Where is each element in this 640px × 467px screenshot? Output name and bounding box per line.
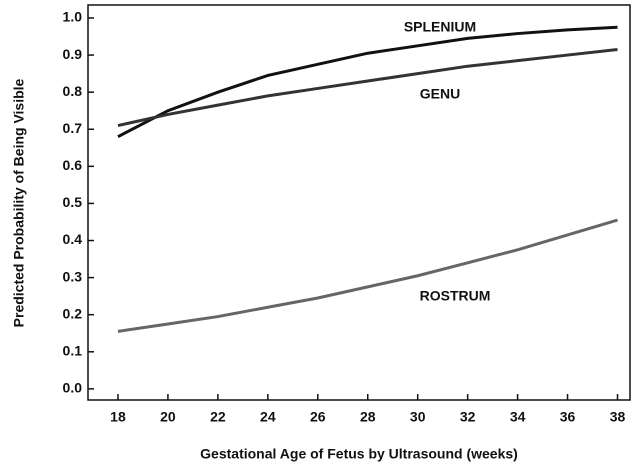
y-tick-label: 0.6 — [63, 157, 83, 173]
x-tick-label: 24 — [260, 409, 276, 425]
y-tick-label: 0.8 — [63, 83, 83, 99]
x-tick-label: 22 — [210, 409, 226, 425]
x-tick-label: 26 — [310, 409, 326, 425]
x-tick-label: 30 — [410, 409, 426, 425]
x-tick-label: 18 — [110, 409, 126, 425]
x-axis-label: Gestational Age of Fetus by Ultrasound (… — [200, 446, 518, 462]
y-tick-label: 0.0 — [63, 380, 83, 396]
y-axis-label: Predicted Probability of Being Visible — [11, 78, 27, 327]
y-tick-label: 0.3 — [63, 268, 83, 284]
series-line — [117, 218, 618, 333]
y-tick-label: 0.2 — [63, 305, 83, 321]
series-line — [117, 25, 618, 138]
series-label: ROSTRUM — [420, 288, 491, 304]
x-tick-label: 38 — [610, 409, 626, 425]
y-tick-label: 0.4 — [63, 231, 83, 247]
y-tick-label: 0.1 — [63, 342, 83, 358]
y-tick-label: 0.9 — [63, 46, 83, 62]
x-tick-label: 32 — [460, 409, 476, 425]
x-tick-label: 20 — [160, 409, 176, 425]
y-tick-label: 0.5 — [63, 194, 83, 210]
plot-frame — [87, 4, 631, 401]
y-tick-label: 1.0 — [63, 9, 83, 25]
series-label: SPLENIUM — [404, 19, 476, 35]
series-line — [117, 48, 618, 128]
x-tick-label: 28 — [360, 409, 376, 425]
x-tick-label: 34 — [510, 409, 526, 425]
x-tick-label: 36 — [560, 409, 576, 425]
series-label: GENU — [420, 86, 460, 102]
y-tick-label: 0.7 — [63, 120, 83, 136]
